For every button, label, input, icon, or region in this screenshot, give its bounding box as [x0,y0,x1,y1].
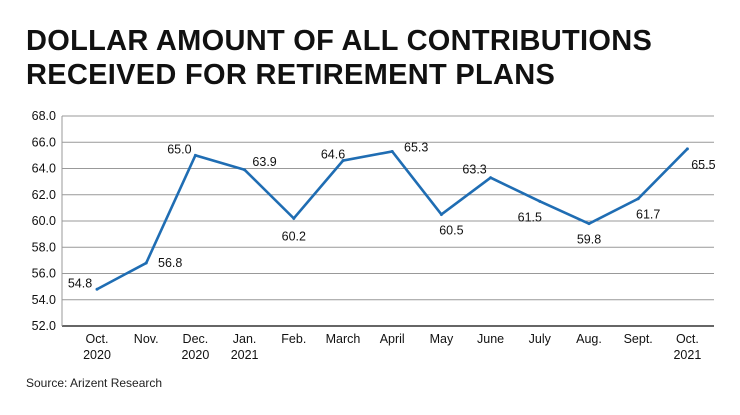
x-tick-label: May [430,332,454,346]
data-point [587,222,591,226]
y-tick-label: 56.0 [32,267,56,281]
data-label: 54.8 [68,276,92,290]
data-point [95,287,99,291]
x-tick-label: March [326,332,361,346]
x-tick-label: Oct. [86,332,109,346]
data-point [144,261,148,265]
data-label: 60.5 [439,223,463,237]
data-point [193,153,197,157]
data-point [439,212,443,216]
data-label: 59.8 [577,233,601,247]
data-label: 65.3 [404,140,428,154]
y-tick-label: 60.0 [32,214,56,228]
x-tick-label: Dec. [183,332,209,346]
data-label: 65.0 [167,142,191,156]
y-tick-label: 66.0 [32,135,56,149]
x-tick-label: Nov. [134,332,159,346]
y-tick-label: 58.0 [32,240,56,254]
data-point [636,197,640,201]
x-tick-label: Sept. [624,332,653,346]
y-tick-label: 68.0 [32,109,56,123]
data-point [489,176,493,180]
chart-title-line-2: RECEIVED FOR RETIREMENT PLANS [26,59,556,91]
chart-title-line-1: DOLLAR AMOUNT OF ALL CONTRIBUTIONS [26,25,653,57]
x-tick-label: Oct. [676,332,699,346]
data-point [243,168,247,172]
data-label: 61.7 [636,208,660,222]
x-tick-label: Aug. [576,332,602,346]
x-tick-label: July [529,332,552,346]
data-label: 63.3 [462,163,486,177]
data-label: 60.2 [282,229,306,243]
x-tick-label-year: 2020 [83,348,111,362]
x-tick-label: Feb. [281,332,306,346]
x-tick-label-year: 2021 [673,348,701,362]
x-tick-label-year: 2020 [181,348,209,362]
x-tick-label-year: 2021 [231,348,259,362]
x-tick-label: June [477,332,504,346]
data-label: 56.8 [158,256,182,270]
x-tick-label: Jan. [233,332,257,346]
data-label: 61.5 [518,210,542,224]
x-tick-label: April [380,332,405,346]
data-point [538,199,542,203]
data-point [390,149,394,153]
data-label: 63.9 [252,155,276,169]
data-point [292,216,296,220]
y-tick-label: 52.0 [32,319,56,333]
data-line [96,147,689,291]
data-point [685,147,689,151]
y-tick-label: 64.0 [32,162,56,176]
data-label: 64.6 [321,148,345,162]
y-tick-label: 62.0 [32,188,56,202]
source-note: Source: Arizent Research [26,376,163,390]
chart-title: DOLLAR AMOUNT OF ALL CONTRIBUTIONS RECEI… [26,24,652,92]
y-tick-label: 54.0 [32,293,56,307]
data-label: 65.5 [691,158,715,172]
data-point [341,159,345,163]
